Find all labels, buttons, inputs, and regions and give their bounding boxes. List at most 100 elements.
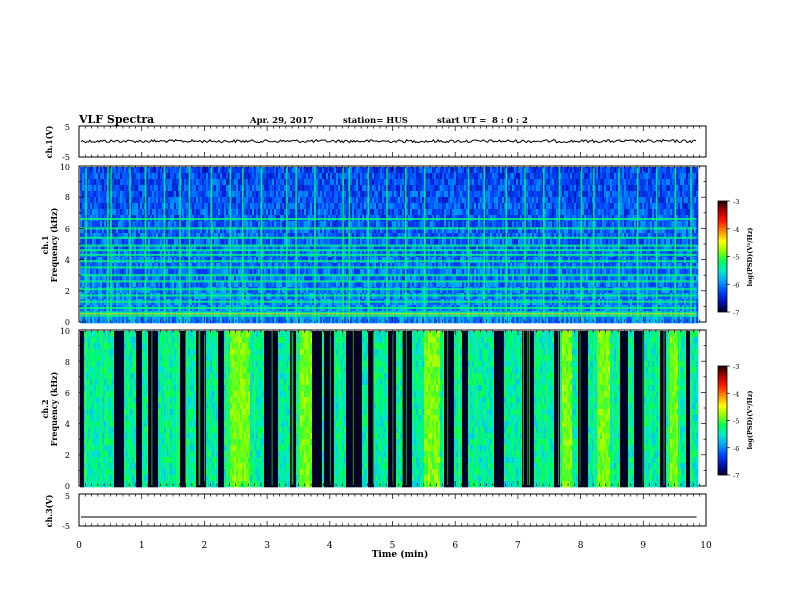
spectrogram-cell — [410, 185, 413, 192]
spectrogram-cell — [178, 179, 181, 186]
spectrogram-cell — [278, 179, 281, 186]
spectrogram-cell — [238, 257, 241, 264]
spectrogram-cell — [306, 275, 309, 282]
spectrogram-cell — [142, 239, 145, 246]
spectrogram-cell — [420, 203, 423, 210]
spectrogram-cell — [302, 239, 305, 246]
spectrogram-cell — [350, 281, 353, 288]
spectrogram-cell — [96, 245, 99, 252]
spectrogram-cell — [250, 317, 253, 324]
spectrogram-cell — [312, 233, 315, 240]
spectrogram-cell — [336, 233, 339, 240]
spectrogram-cell — [400, 191, 403, 198]
spectrogram-cell — [228, 197, 231, 204]
spectrogram-cell — [118, 185, 121, 192]
spectrogram-cell — [370, 281, 373, 288]
spectrogram-cell — [226, 185, 229, 192]
spectrogram-cell — [302, 275, 305, 282]
spectrogram-cell — [344, 263, 347, 270]
spectrogram-cell — [336, 239, 339, 246]
spectrogram-cell — [162, 221, 165, 228]
spectrogram-cell — [190, 317, 193, 324]
spectrogram-cell — [324, 317, 327, 324]
spectrogram-cell — [352, 209, 355, 216]
spectrogram-cell — [344, 167, 347, 174]
spectrogram-cell — [294, 179, 297, 186]
spectrogram-cell — [270, 179, 273, 186]
spectrogram-cell — [218, 233, 221, 240]
spectrogram-cell — [248, 317, 251, 324]
spectrogram-cell — [216, 179, 219, 186]
spectrogram-cell — [400, 185, 403, 192]
spectrogram-cell — [310, 245, 313, 252]
spectrogram-cell — [350, 191, 353, 198]
spectrogram-cell — [96, 179, 99, 186]
spectrogram-cell — [378, 239, 381, 246]
spectrogram-cell — [332, 233, 335, 240]
spectrogram-cell — [228, 191, 231, 198]
spectrogram-cell — [150, 185, 153, 192]
spectrogram-cell — [262, 263, 265, 270]
spectrogram-cell — [376, 209, 379, 216]
spectrogram-cell — [328, 221, 331, 228]
spectrogram-cell — [146, 245, 149, 252]
spectrogram-cell — [254, 275, 257, 282]
spectrogram-cell — [106, 185, 109, 192]
spectrogram-cell — [454, 185, 457, 192]
spectrogram-cell — [238, 179, 241, 186]
spectrogram-cell — [436, 203, 439, 210]
spectrogram-cell — [410, 221, 413, 228]
spectrogram-cell — [168, 233, 171, 240]
spectrogram-cell — [452, 197, 455, 204]
spectrogram-cell — [414, 203, 417, 210]
spectrogram-cell — [132, 191, 135, 198]
spectrogram-cell — [154, 233, 157, 240]
spectrogram-cell — [178, 269, 181, 276]
spectrogram-cell — [276, 191, 279, 198]
spectrogram-cell — [238, 221, 241, 228]
spectrogram-cell — [238, 245, 241, 252]
spectrogram-cell — [152, 173, 155, 180]
spectrogram-cell — [306, 197, 309, 204]
spectrogram-cell — [134, 263, 137, 270]
spectrogram-cell — [208, 275, 211, 282]
spectrogram-cell — [366, 167, 369, 174]
spectrogram-cell — [88, 239, 91, 246]
spectrogram-cell — [294, 173, 297, 180]
spectrogram-cell — [274, 203, 277, 210]
spectrogram-cell — [174, 209, 177, 216]
spectrogram-cell — [436, 197, 439, 204]
spectrogram-cell — [368, 203, 371, 210]
spectrogram-cell — [304, 179, 307, 186]
spectrogram-cell — [178, 245, 181, 252]
spectrogram-cell — [230, 191, 233, 198]
spectrogram-cell — [250, 191, 253, 198]
spectrogram-cell — [420, 221, 423, 228]
spectrogram-cell — [214, 197, 217, 204]
spectrogram-cell — [322, 245, 325, 252]
spectrogram-cell — [294, 281, 297, 288]
spectrogram-cell — [366, 227, 369, 234]
spectrogram-cell — [296, 209, 299, 216]
spectrogram-cell — [388, 221, 391, 228]
spectrogram-cell — [396, 191, 399, 198]
spectrogram-cell — [146, 257, 149, 264]
spectrogram-cell — [452, 203, 455, 210]
spectrogram-cell — [364, 173, 367, 180]
spectrogram-cell — [168, 167, 171, 174]
spectrogram-cell — [362, 221, 365, 228]
spectrogram-cell — [368, 227, 371, 234]
spectrogram-cell — [360, 179, 363, 186]
spectrogram-cell — [128, 233, 131, 240]
spectrogram-cell — [126, 263, 129, 270]
spectrogram-cell — [272, 281, 275, 288]
spectrogram-cell — [340, 317, 343, 324]
spectrogram-cell — [434, 239, 437, 246]
spectrogram-cell — [128, 275, 131, 282]
spectrogram-cell — [456, 191, 459, 198]
spectrogram-cell — [170, 257, 173, 264]
spectrogram-cell — [336, 191, 339, 198]
spectrogram-cell — [166, 203, 169, 210]
spectrogram-cell — [334, 173, 337, 180]
spectrogram-cell — [290, 209, 293, 216]
